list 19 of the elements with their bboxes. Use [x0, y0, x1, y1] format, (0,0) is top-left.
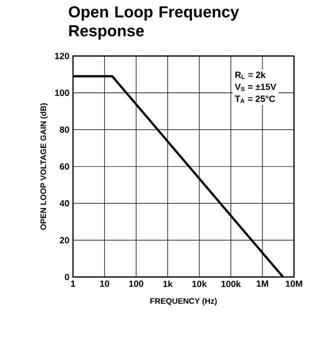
x-tick-label: 10k [192, 280, 207, 288]
y-tick-label: 100 [55, 90, 70, 96]
x-tick-label: 10M [286, 280, 302, 287]
y-tick-label: 80 [60, 126, 70, 133]
annotation: R$_{L}$ = 2k [235, 71, 266, 79]
y-tick-label: 120 [55, 52, 70, 60]
x-tick-label: 1k [163, 280, 173, 288]
y-tick-label: 0 [64, 274, 70, 280]
x-tick-label: 10 [100, 280, 110, 287]
x-tick-label: 100k [221, 280, 241, 288]
x-tick-label: 100 [129, 280, 144, 287]
x-tick-label: 1M [256, 280, 268, 287]
x-tick-label: 1 [71, 280, 76, 287]
y-tick-label: 40 [60, 200, 70, 207]
chart-title: Open Loop Frequency Response [68, 6, 240, 40]
annotation: V$_{S}$ = ±15V [234, 84, 276, 92]
y-tick-label: 60 [60, 163, 70, 170]
annotation: T$_{A}$ = 25°C [234, 96, 276, 103]
y-tick-label: 20 [60, 236, 70, 244]
